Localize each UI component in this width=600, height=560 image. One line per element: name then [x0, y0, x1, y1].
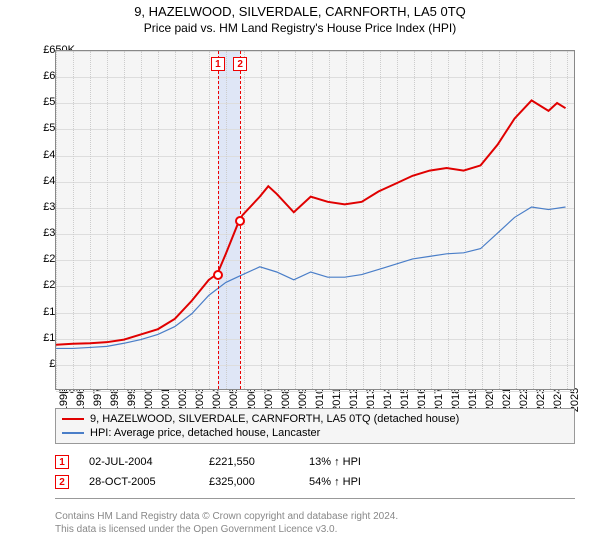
sale-marker-2: 2	[55, 475, 69, 489]
chart-container: 9, HAZELWOOD, SILVERDALE, CARNFORTH, LA5…	[0, 0, 600, 560]
legend-label: HPI: Average price, detached house, Lanc…	[90, 427, 320, 439]
sale-date: 02-JUL-2004	[89, 456, 209, 468]
footnote-line: This data is licensed under the Open Gov…	[55, 523, 575, 536]
legend-row: 9, HAZELWOOD, SILVERDALE, CARNFORTH, LA5…	[62, 412, 568, 426]
footnote: Contains HM Land Registry data © Crown c…	[55, 510, 575, 536]
sale-price: £221,550	[209, 456, 309, 468]
chart-annotation-1: 1	[211, 57, 225, 71]
legend: 9, HAZELWOOD, SILVERDALE, CARNFORTH, LA5…	[55, 408, 575, 444]
legend-row: HPI: Average price, detached house, Lanc…	[62, 426, 568, 440]
sale-price: £325,000	[209, 476, 309, 488]
legend-swatch	[62, 432, 84, 434]
sale-date: 28-OCT-2005	[89, 476, 209, 488]
chart-subtitle: Price paid vs. HM Land Registry's House …	[0, 19, 600, 35]
sale-pct: 54% ↑ HPI	[309, 476, 409, 488]
footnote-line: Contains HM Land Registry data © Crown c…	[55, 510, 575, 523]
sale-pct: 13% ↑ HPI	[309, 456, 409, 468]
table-row: 1 02-JUL-2004 £221,550 13% ↑ HPI	[55, 452, 575, 472]
chart-title: 9, HAZELWOOD, SILVERDALE, CARNFORTH, LA5…	[0, 0, 600, 19]
chart-annotation-2: 2	[233, 57, 247, 71]
legend-label: 9, HAZELWOOD, SILVERDALE, CARNFORTH, LA5…	[90, 413, 459, 425]
sale-marker-1: 1	[55, 455, 69, 469]
sales-table: 1 02-JUL-2004 £221,550 13% ↑ HPI 2 28-OC…	[55, 452, 575, 499]
plot-area: 12	[55, 50, 575, 390]
legend-swatch	[62, 418, 84, 420]
table-row: 2 28-OCT-2005 £325,000 54% ↑ HPI	[55, 472, 575, 492]
